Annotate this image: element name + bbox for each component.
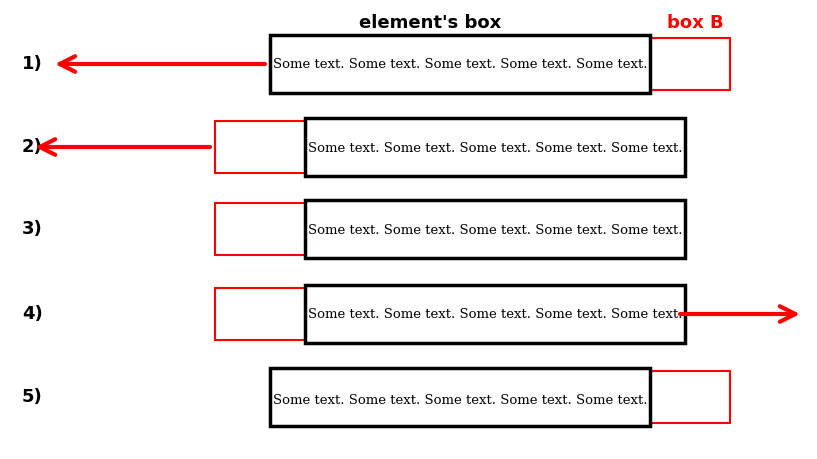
Bar (305, 285, 685, 343)
Text: 5): 5) (22, 388, 42, 406)
Text: Some text. Some text. Some text. Some text. Some text.: Some text. Some text. Some text. Some te… (308, 308, 682, 320)
Bar (270, 371, 730, 423)
Bar (215, 203, 585, 255)
Text: element's box: element's box (359, 14, 501, 32)
Bar (305, 200, 685, 258)
Text: 4): 4) (22, 305, 42, 323)
Bar (305, 118, 685, 176)
Text: 3): 3) (22, 220, 42, 238)
Text: Some text. Some text. Some text. Some text. Some text.: Some text. Some text. Some text. Some te… (273, 393, 647, 407)
Text: box B: box B (667, 14, 723, 32)
Text: 1): 1) (22, 55, 42, 73)
Bar (270, 38, 730, 90)
Bar (270, 35, 650, 93)
Bar (215, 121, 675, 173)
Bar (215, 288, 675, 340)
Text: 2): 2) (22, 138, 42, 156)
Bar (270, 368, 650, 426)
Text: Some text. Some text. Some text. Some text. Some text.: Some text. Some text. Some text. Some te… (308, 224, 682, 236)
Text: Some text. Some text. Some text. Some text. Some text.: Some text. Some text. Some text. Some te… (273, 58, 647, 72)
Text: Some text. Some text. Some text. Some text. Some text.: Some text. Some text. Some text. Some te… (308, 141, 682, 155)
